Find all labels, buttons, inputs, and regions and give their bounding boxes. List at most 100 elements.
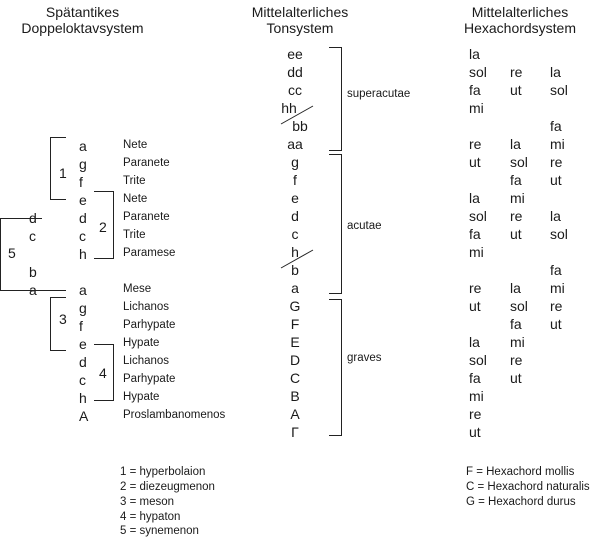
hexachord-syllable: sol	[469, 352, 487, 368]
synemenon-note: b	[29, 264, 37, 280]
medieval-note: A	[290, 406, 300, 422]
medieval-note: c	[291, 226, 299, 242]
tetrachord-number: 5	[8, 245, 16, 261]
medieval-note: b	[291, 262, 299, 278]
hexachord-syllable: sol	[469, 208, 487, 224]
hexachord-syllable: fa	[469, 82, 481, 98]
tetrachord-number: 3	[59, 311, 67, 327]
medieval-note: F	[290, 316, 300, 332]
legend-hexachord: F = Hexachord mollis	[466, 466, 575, 478]
hexachord-syllable: re	[510, 352, 523, 368]
hexachord-syllable: ut	[550, 172, 562, 188]
ancient-note: a	[79, 282, 87, 298]
hexachord-syllable: ut	[510, 82, 522, 98]
ancient-note: g	[79, 156, 87, 172]
ancient-note: c	[79, 372, 86, 388]
tetrachord-number: 4	[99, 365, 107, 381]
ancient-name: Lichanos	[123, 301, 170, 313]
medieval-note: g	[291, 154, 299, 170]
header-ancient-line1: Spätantikes	[45, 4, 120, 20]
range-label-acutae: acutae	[347, 220, 382, 232]
header-ancient-line2: Doppeloktavsystem	[21, 20, 144, 36]
bracket-2	[94, 191, 114, 259]
ancient-note: h	[79, 390, 87, 406]
hexachord-syllable: mi	[550, 136, 565, 152]
header-medieval-line1: Mittelalterliches	[251, 4, 349, 20]
ancient-name: Parhypate	[123, 319, 176, 331]
hexachord-syllable: la	[469, 46, 480, 62]
hexachord-syllable: re	[550, 154, 563, 170]
ancient-name: Lichanos	[123, 355, 170, 367]
medieval-note: Γ	[291, 424, 299, 440]
medieval-note: h	[291, 244, 299, 260]
hexachord-syllable: sol	[550, 226, 568, 242]
bracket-3	[50, 297, 66, 351]
tetrachord-number: 1	[59, 165, 67, 181]
hexachord-syllable: la	[550, 208, 561, 224]
hexachord-syllable: fa	[550, 118, 562, 134]
hexachord-syllable: fa	[469, 226, 481, 242]
hexachord-syllable: fa	[469, 370, 481, 386]
bracket-graves	[329, 299, 342, 436]
bracket-superacutae	[329, 47, 342, 151]
hexachord-syllable: re	[510, 64, 523, 80]
legend-tetrachord: 5 = synemenon	[120, 525, 199, 537]
legend-tetrachord: 2 = diezeugmenon	[120, 481, 215, 493]
hexachord-syllable: sol	[510, 298, 528, 314]
ancient-name: Nete	[123, 193, 148, 205]
medieval-note: D	[289, 352, 301, 368]
ancient-name: Paramese	[123, 247, 176, 259]
legend-tetrachord: 1 = hyperbolaion	[120, 466, 206, 478]
hexachord-syllable: la	[469, 334, 480, 350]
header-ancient: Spätantikes Doppeloktavsystem	[0, 5, 165, 35]
medieval-note: bb	[292, 118, 308, 134]
ancient-name: Proslambanomenos	[123, 409, 226, 421]
hexachord-syllable: la	[510, 136, 521, 152]
ancient-name: Hypate	[123, 337, 160, 349]
ancient-name: Trite	[123, 175, 146, 187]
hexachord-syllable: mi	[550, 280, 565, 296]
hexachord-syllable: ut	[510, 370, 522, 386]
hexachord-syllable: mi	[469, 388, 484, 404]
header-medieval-line2: Tonsystem	[266, 20, 334, 36]
hexachord-syllable: fa	[510, 172, 522, 188]
strike-h-b	[280, 249, 314, 269]
header-hexachord: Mittelalterliches Hexachordsystem	[440, 5, 600, 35]
hexachord-syllable: re	[510, 208, 523, 224]
ancient-name: Paranete	[123, 157, 170, 169]
tetrachord-number: 2	[99, 219, 107, 235]
hexachord-syllable: re	[469, 136, 482, 152]
ancient-name: Paranete	[123, 211, 170, 223]
ancient-name: Hypate	[123, 391, 160, 403]
hexachord-syllable: la	[469, 190, 480, 206]
hexachord-syllable: sol	[510, 154, 528, 170]
bracket-4	[94, 344, 114, 401]
hexachord-syllable: ut	[469, 154, 481, 170]
range-label-superacutae: superacutae	[347, 88, 411, 100]
hexachord-syllable: ut	[469, 298, 481, 314]
ancient-note: f	[79, 318, 83, 334]
hexachord-syllable: ut	[510, 226, 522, 242]
hexachord-syllable: sol	[469, 64, 487, 80]
hexachord-syllable: fa	[510, 316, 522, 332]
ancient-note: e	[79, 192, 87, 208]
hexachord-syllable: mi	[510, 334, 525, 350]
range-label-graves: graves	[347, 352, 382, 364]
legend-tetrachord: 4 = hypaton	[120, 511, 181, 523]
synemenon-note: c	[29, 228, 36, 244]
hexachord-syllable: re	[550, 298, 563, 314]
medieval-note: dd	[287, 64, 303, 80]
legend-hexachord: C = Hexachord naturalis	[466, 481, 590, 493]
bracket-acutae	[329, 154, 342, 294]
medieval-note: f	[293, 172, 297, 188]
ancient-note: d	[79, 210, 87, 226]
header-hexachord-line1: Mittelalterliches	[471, 4, 569, 20]
hexachord-syllable: la	[550, 64, 561, 80]
hexachord-syllable: mi	[510, 190, 525, 206]
hexachord-syllable: mi	[469, 100, 484, 116]
ancient-note: c	[79, 228, 86, 244]
ancient-note: a	[79, 138, 87, 154]
hexachord-syllable: la	[510, 280, 521, 296]
hexachord-syllable: re	[469, 280, 482, 296]
strike-hh-bb	[280, 105, 314, 125]
